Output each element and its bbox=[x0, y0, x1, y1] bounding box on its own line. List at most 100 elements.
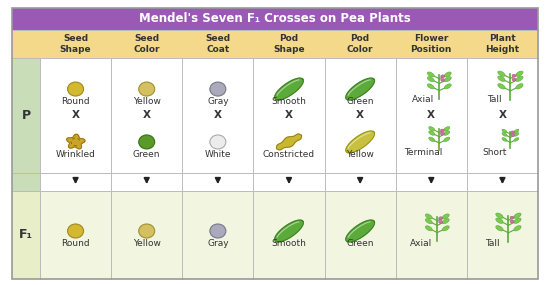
Ellipse shape bbox=[68, 82, 84, 96]
Text: Axial: Axial bbox=[410, 239, 432, 248]
Ellipse shape bbox=[210, 135, 226, 149]
Ellipse shape bbox=[444, 72, 451, 77]
Text: Yellow: Yellow bbox=[133, 97, 161, 106]
Text: Round: Round bbox=[61, 97, 90, 106]
Text: Yellow: Yellow bbox=[133, 239, 161, 248]
Text: Seed
Shape: Seed Shape bbox=[60, 34, 91, 54]
Text: Mendel's Seven F₁ Crosses on Pea Plants: Mendel's Seven F₁ Crosses on Pea Plants bbox=[139, 13, 411, 25]
Ellipse shape bbox=[514, 138, 519, 141]
Text: Gray: Gray bbox=[207, 97, 229, 106]
Text: X: X bbox=[498, 111, 507, 121]
Ellipse shape bbox=[210, 224, 226, 238]
Bar bbox=[12, 58, 40, 173]
Polygon shape bbox=[346, 78, 375, 100]
Text: Yellow: Yellow bbox=[346, 150, 374, 159]
Ellipse shape bbox=[511, 131, 515, 134]
Ellipse shape bbox=[210, 82, 226, 96]
Text: Short: Short bbox=[482, 148, 507, 157]
Ellipse shape bbox=[139, 224, 155, 238]
Ellipse shape bbox=[514, 129, 519, 133]
Polygon shape bbox=[67, 134, 85, 149]
Ellipse shape bbox=[425, 226, 432, 231]
Text: Round: Round bbox=[61, 239, 90, 248]
Text: Terminal: Terminal bbox=[404, 148, 442, 157]
Ellipse shape bbox=[444, 84, 451, 89]
Polygon shape bbox=[274, 220, 304, 242]
Ellipse shape bbox=[425, 219, 432, 224]
Ellipse shape bbox=[68, 224, 84, 238]
Ellipse shape bbox=[427, 77, 435, 82]
Ellipse shape bbox=[427, 84, 435, 89]
Text: Green: Green bbox=[346, 97, 374, 106]
Bar bbox=[12, 30, 538, 58]
Bar bbox=[40, 173, 538, 191]
Ellipse shape bbox=[496, 213, 503, 218]
Ellipse shape bbox=[441, 78, 445, 82]
Ellipse shape bbox=[442, 226, 449, 231]
Ellipse shape bbox=[514, 218, 521, 223]
Text: X: X bbox=[142, 111, 151, 121]
Ellipse shape bbox=[516, 76, 523, 82]
Text: Flower
Position: Flower Position bbox=[411, 34, 452, 54]
Ellipse shape bbox=[514, 226, 521, 231]
Ellipse shape bbox=[502, 133, 507, 136]
Ellipse shape bbox=[514, 133, 519, 136]
Ellipse shape bbox=[512, 74, 516, 77]
Bar bbox=[12, 191, 40, 279]
Ellipse shape bbox=[429, 131, 435, 135]
Text: Gray: Gray bbox=[207, 239, 229, 248]
Ellipse shape bbox=[498, 71, 505, 76]
Text: X: X bbox=[427, 111, 435, 121]
Ellipse shape bbox=[425, 214, 432, 219]
Text: Green: Green bbox=[133, 150, 161, 159]
Ellipse shape bbox=[516, 84, 523, 89]
Text: Plant
Height: Plant Height bbox=[485, 34, 520, 54]
Polygon shape bbox=[274, 78, 304, 100]
Text: Seed
Color: Seed Color bbox=[134, 34, 160, 54]
Text: Constricted: Constricted bbox=[263, 150, 315, 159]
Text: Pod
Shape: Pod Shape bbox=[273, 34, 305, 54]
Text: Axial: Axial bbox=[412, 95, 434, 104]
Text: Green: Green bbox=[346, 239, 374, 248]
Ellipse shape bbox=[427, 72, 435, 77]
Ellipse shape bbox=[514, 213, 521, 218]
Text: Smooth: Smooth bbox=[272, 97, 306, 106]
Ellipse shape bbox=[502, 129, 507, 133]
Bar bbox=[40, 191, 538, 279]
Text: X: X bbox=[285, 111, 293, 121]
Text: P: P bbox=[21, 109, 31, 122]
Bar bbox=[40, 58, 538, 173]
Ellipse shape bbox=[441, 132, 444, 135]
Ellipse shape bbox=[444, 77, 451, 82]
Polygon shape bbox=[277, 134, 301, 150]
Text: F₁: F₁ bbox=[19, 229, 33, 241]
Ellipse shape bbox=[511, 133, 515, 137]
Text: White: White bbox=[205, 150, 231, 159]
Ellipse shape bbox=[496, 218, 503, 223]
Ellipse shape bbox=[139, 135, 155, 149]
Text: Tall: Tall bbox=[487, 95, 502, 104]
Text: X: X bbox=[356, 111, 364, 121]
Bar bbox=[12, 173, 40, 191]
Ellipse shape bbox=[502, 138, 507, 141]
Ellipse shape bbox=[441, 75, 445, 78]
Ellipse shape bbox=[444, 131, 450, 135]
Text: Seed
Coat: Seed Coat bbox=[205, 34, 230, 54]
Text: Smooth: Smooth bbox=[272, 239, 306, 248]
Ellipse shape bbox=[441, 129, 444, 132]
Text: Wrinkled: Wrinkled bbox=[56, 150, 96, 159]
Bar bbox=[12, 8, 538, 30]
Text: X: X bbox=[72, 111, 80, 121]
Ellipse shape bbox=[442, 214, 449, 219]
Ellipse shape bbox=[512, 78, 516, 81]
Ellipse shape bbox=[439, 220, 443, 223]
Text: Tall: Tall bbox=[485, 239, 500, 248]
Polygon shape bbox=[346, 131, 375, 153]
Ellipse shape bbox=[139, 82, 155, 96]
Text: X: X bbox=[214, 111, 222, 121]
Ellipse shape bbox=[498, 84, 505, 89]
Ellipse shape bbox=[444, 137, 450, 142]
Ellipse shape bbox=[442, 219, 449, 224]
Ellipse shape bbox=[498, 76, 505, 82]
Text: Pod
Color: Pod Color bbox=[347, 34, 373, 54]
